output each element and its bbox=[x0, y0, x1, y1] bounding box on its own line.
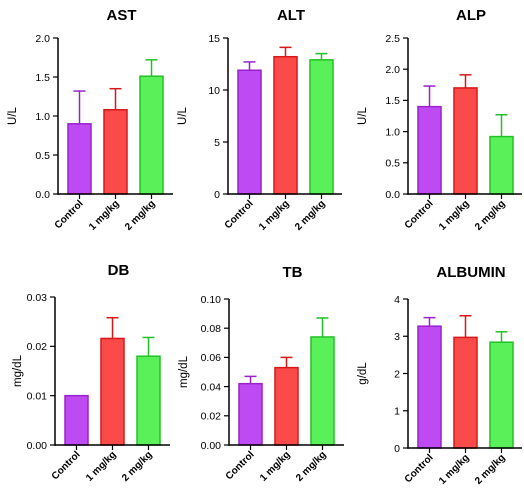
chart-panel-albumin: ALBUMIN g/dL 0 1 2 3 4 Control 1 mg/kg 2 mg/kg bbox=[357, 264, 522, 487]
y-tick-label-albumin-2: 2 bbox=[394, 368, 400, 380]
y-tick-label-tb-3: 0.06 bbox=[201, 352, 222, 364]
chart-title-ast: AST bbox=[107, 7, 137, 24]
bar-alp-2 bbox=[489, 135, 514, 195]
bar-alt-2 bbox=[309, 59, 334, 195]
y-tick-label-tb-1: 0.02 bbox=[201, 411, 222, 423]
y-tick-label-alp-3: 1.5 bbox=[385, 95, 400, 107]
y-axis-label-tb: mg/dL bbox=[178, 355, 190, 388]
x-tick-label-alp-1: 1 mg/kg bbox=[437, 198, 472, 233]
bar-albumin-0 bbox=[417, 325, 442, 449]
y-axis-label-alt: U/L bbox=[177, 106, 189, 125]
chart-title-tb: TB bbox=[283, 264, 303, 281]
y-tick-label-tb-4: 0.08 bbox=[201, 323, 222, 335]
x-tick-label-tb-2: 2 mg/kg bbox=[294, 449, 329, 484]
chart-panel-alp: ALP U/L 0.0 0.5 1.0 1.5 2.0 2.5 Control 1 mg/kg 2 … bbox=[357, 7, 522, 233]
bar-alp-0 bbox=[417, 105, 442, 195]
x-tick-label-ast-0: Control bbox=[53, 198, 86, 231]
x-tick-label-tb-0: Control bbox=[224, 449, 257, 482]
y-tick-label-tb-5: 0.10 bbox=[201, 294, 222, 306]
bar-alp-1 bbox=[453, 87, 478, 195]
y-tick-label-ast-1: 0.5 bbox=[35, 150, 50, 162]
x-tick-label-db-0: Control bbox=[50, 449, 83, 482]
bar-tb-1 bbox=[274, 366, 299, 446]
y-tick-label-albumin-3: 3 bbox=[394, 331, 400, 343]
x-tick-label-ast-2: 2 mg/kg bbox=[123, 198, 158, 233]
x-tick-label-tb-1: 1 mg/kg bbox=[258, 449, 293, 484]
bar-ast-1 bbox=[103, 109, 128, 195]
y-tick-label-ast-0: 0.0 bbox=[35, 189, 50, 201]
y-tick-label-tb-2: 0.04 bbox=[201, 381, 222, 393]
y-tick-label-ast-3: 1.5 bbox=[35, 72, 50, 84]
chart-panel-db: DB mg/dL 0.00 0.01 0.02 0.03 Control 1 mg/kg 2 m… bbox=[12, 262, 170, 484]
bar-tb-0 bbox=[238, 382, 263, 446]
x-tick-label-albumin-2: 2 mg/kg bbox=[473, 452, 508, 487]
x-tick-label-alt-2: 2 mg/kg bbox=[293, 198, 328, 233]
x-tick-label-alt-0: Control bbox=[223, 198, 256, 231]
y-tick-label-alp-5: 2.5 bbox=[385, 33, 400, 45]
x-tick-label-db-1: 1 mg/kg bbox=[84, 449, 119, 484]
bar-db-1 bbox=[100, 337, 125, 446]
y-tick-label-alt-2: 10 bbox=[208, 85, 220, 97]
chart-panel-tb: TB mg/dL 0.00 0.02 0.04 0.06 0.08 0.10 Control 1 … bbox=[178, 264, 344, 484]
y-axis-label-db: mg/dL bbox=[12, 354, 24, 387]
x-tick-label-alt-1: 1 mg/kg bbox=[257, 198, 292, 233]
y-axis-label-ast: U/L bbox=[7, 106, 19, 125]
bar-tb-2 bbox=[310, 336, 335, 446]
y-tick-label-alt-3: 15 bbox=[208, 33, 220, 45]
x-tick-label-ast-1: 1 mg/kg bbox=[87, 198, 122, 233]
y-tick-label-alp-2: 1.0 bbox=[385, 126, 400, 138]
y-axis-label-alp: U/L bbox=[357, 106, 369, 125]
bar-ast-0 bbox=[67, 123, 92, 195]
bar-albumin-2 bbox=[489, 341, 514, 449]
y-axis-label-albumin: g/dL bbox=[357, 362, 369, 385]
y-tick-label-db-2: 0.02 bbox=[27, 341, 48, 353]
y-tick-label-ast-2: 1.0 bbox=[35, 111, 50, 123]
y-tick-label-ast-4: 2.0 bbox=[35, 33, 50, 45]
x-tick-label-db-2: 2 mg/kg bbox=[120, 449, 155, 484]
bar-alt-1 bbox=[273, 55, 298, 195]
bar-db-2 bbox=[136, 355, 161, 446]
y-tick-label-albumin-0: 0 bbox=[394, 443, 400, 455]
bar-alt-0 bbox=[237, 69, 262, 195]
y-tick-label-albumin-4: 4 bbox=[394, 294, 400, 306]
y-tick-label-db-3: 0.03 bbox=[27, 292, 48, 304]
bar-albumin-1 bbox=[453, 336, 478, 449]
x-tick-label-albumin-1: 1 mg/kg bbox=[437, 452, 472, 487]
y-tick-label-alt-0: 0 bbox=[214, 189, 220, 201]
chart-title-albumin: ALBUMIN bbox=[436, 264, 505, 281]
y-tick-label-alp-4: 2.0 bbox=[385, 64, 400, 76]
bar-ast-2 bbox=[139, 75, 164, 195]
x-tick-label-albumin-0: Control bbox=[403, 452, 436, 485]
y-tick-label-alt-1: 5 bbox=[214, 137, 220, 149]
y-tick-label-db-0: 0.00 bbox=[27, 440, 48, 452]
chart-panel-ast: AST U/L 0.0 0.5 1.0 1.5 2.0 Control 1 mg/kg 2 mg/… bbox=[7, 7, 173, 233]
y-tick-label-alp-0: 0.0 bbox=[385, 189, 400, 201]
x-tick-label-alp-0: Control bbox=[403, 198, 436, 231]
y-tick-label-db-1: 0.01 bbox=[27, 390, 48, 402]
chart-panel-alt: ALT U/L 0 5 10 15 Control 1 mg/kg 2 mg/kg bbox=[177, 7, 342, 233]
chart-title-db: DB bbox=[108, 262, 130, 279]
bar-db-0 bbox=[64, 394, 89, 446]
x-tick-label-alp-2: 2 mg/kg bbox=[473, 198, 508, 233]
y-tick-label-tb-0: 0.00 bbox=[201, 440, 222, 452]
y-tick-label-alp-1: 0.5 bbox=[385, 158, 400, 170]
y-tick-label-albumin-1: 1 bbox=[394, 406, 400, 418]
chart-title-alt: ALT bbox=[277, 7, 305, 24]
chart-title-alp: ALP bbox=[456, 7, 486, 24]
